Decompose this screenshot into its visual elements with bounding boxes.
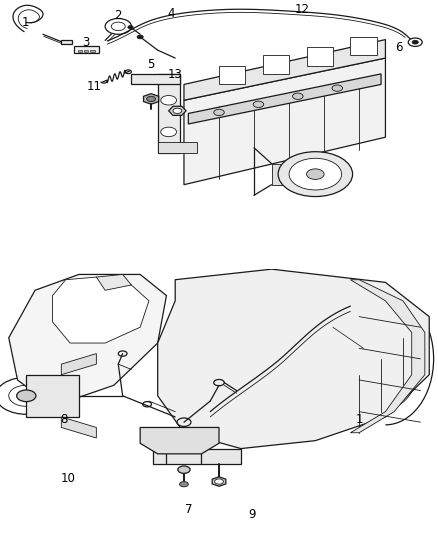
Circle shape [137, 35, 143, 39]
Text: 2: 2 [114, 10, 122, 22]
Polygon shape [219, 66, 245, 84]
Polygon shape [96, 274, 131, 290]
Polygon shape [184, 58, 385, 184]
Polygon shape [272, 164, 298, 184]
Polygon shape [61, 417, 96, 438]
Polygon shape [144, 94, 159, 104]
Text: 8: 8 [60, 413, 67, 426]
Polygon shape [158, 269, 429, 449]
Polygon shape [140, 427, 219, 454]
Text: 1: 1 [355, 413, 363, 426]
Circle shape [147, 96, 155, 102]
Circle shape [253, 101, 264, 108]
Text: 7: 7 [184, 503, 192, 516]
Circle shape [17, 390, 36, 401]
Text: 3: 3 [82, 36, 89, 49]
Polygon shape [61, 39, 72, 44]
Polygon shape [84, 50, 88, 52]
Polygon shape [350, 280, 425, 433]
Polygon shape [131, 74, 180, 84]
Polygon shape [263, 55, 289, 74]
Circle shape [278, 152, 353, 197]
Circle shape [178, 466, 190, 473]
Text: 6: 6 [395, 41, 403, 54]
Circle shape [173, 108, 182, 114]
Polygon shape [158, 74, 180, 153]
Circle shape [161, 127, 177, 136]
Polygon shape [53, 277, 149, 343]
Polygon shape [350, 37, 377, 55]
Text: 13: 13 [168, 68, 183, 81]
Polygon shape [158, 142, 197, 153]
Text: 4: 4 [167, 7, 175, 20]
Text: 10: 10 [60, 472, 75, 486]
Circle shape [180, 481, 188, 487]
Polygon shape [61, 353, 96, 375]
Text: 12: 12 [295, 3, 310, 16]
Circle shape [215, 479, 223, 484]
Polygon shape [169, 106, 186, 115]
Circle shape [412, 41, 418, 44]
Text: 1: 1 [21, 16, 29, 29]
Text: 5: 5 [148, 58, 155, 71]
Polygon shape [74, 46, 99, 53]
Polygon shape [153, 449, 241, 464]
Circle shape [161, 95, 177, 105]
Polygon shape [212, 477, 226, 486]
Circle shape [289, 158, 342, 190]
Polygon shape [307, 47, 333, 66]
Polygon shape [184, 39, 385, 100]
Circle shape [214, 109, 224, 116]
Circle shape [408, 38, 422, 46]
Polygon shape [26, 375, 79, 417]
Circle shape [332, 85, 343, 91]
Polygon shape [78, 50, 82, 52]
Polygon shape [9, 274, 166, 406]
Text: 11: 11 [87, 80, 102, 93]
Polygon shape [188, 74, 381, 124]
Text: 9: 9 [248, 507, 256, 521]
Circle shape [293, 93, 303, 100]
Polygon shape [90, 50, 95, 52]
Circle shape [128, 26, 133, 29]
Circle shape [307, 169, 324, 180]
